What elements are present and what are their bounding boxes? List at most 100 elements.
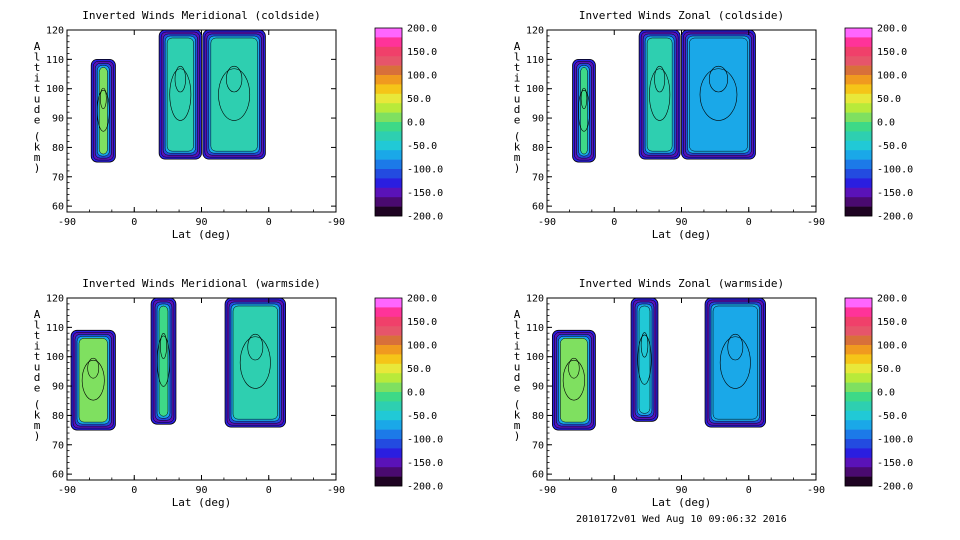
colorbar-label: -200.0 <box>407 482 443 493</box>
colorbar-segment <box>845 382 872 393</box>
colorbar-segment <box>375 335 402 346</box>
colorbar-segment <box>375 122 402 132</box>
contour-band <box>560 338 588 423</box>
y-tick-label: 110 <box>526 55 544 66</box>
colorbar-label: 50.0 <box>407 364 431 375</box>
colorbar-label: -200.0 <box>407 212 443 223</box>
data-region <box>551 329 596 431</box>
contour-band <box>638 305 651 414</box>
colorbar-segment <box>845 122 872 132</box>
colorbar: 200.0 150.0 100.0 50.0 0.0 -50.0 -100.0 -150.0 -… <box>844 24 913 223</box>
y-tick-label: 60 <box>52 470 64 481</box>
contour-line <box>160 333 167 359</box>
colorbar-label: 100.0 <box>877 71 907 82</box>
colorbar-segment <box>375 410 402 421</box>
x-tick-label: -90 <box>538 485 556 496</box>
x-axis-label: Lat (deg) <box>652 496 712 509</box>
x-tick-label: 0 <box>611 485 617 496</box>
colorbar-label: 0.0 <box>877 118 895 129</box>
colorbar-segment <box>845 335 872 346</box>
data-region <box>70 329 116 431</box>
colorbar-segment <box>845 131 872 142</box>
colorbar-label: -150.0 <box>407 188 443 199</box>
contour-line <box>169 68 192 121</box>
colorbar-frame <box>374 27 403 217</box>
contour-line <box>99 87 107 109</box>
y-tick-label: 100 <box>46 84 64 95</box>
x-tick-label: 90 <box>675 217 687 228</box>
colorbar-segment <box>375 439 402 449</box>
colorbar-segment <box>375 476 402 487</box>
contour-band <box>232 305 278 420</box>
colorbar-segment <box>375 392 402 402</box>
colorbar-segment <box>845 420 872 430</box>
x-tick-label: 90 <box>195 485 207 496</box>
colorbar-segment <box>845 159 872 170</box>
contour-line <box>699 68 738 121</box>
y-tick-label: 120 <box>46 26 64 37</box>
colorbar-segment <box>375 56 402 66</box>
colorbar-segment <box>375 112 402 123</box>
colorbar-segment <box>375 187 402 198</box>
contour-band <box>210 37 258 152</box>
y-tick-label: 100 <box>526 84 544 95</box>
colorbar-segment <box>845 169 872 179</box>
colorbar-segment <box>375 197 402 207</box>
x-tick-label: 0 <box>131 485 137 496</box>
colorbar-frame <box>844 297 873 487</box>
contour-line <box>637 334 652 385</box>
colorbar-segment <box>845 206 872 217</box>
colorbar-label: 0.0 <box>877 388 895 399</box>
contour-line <box>708 65 729 93</box>
y-tick-label: 110 <box>46 55 64 66</box>
x-axis-label: Lat (deg) <box>172 228 232 241</box>
colorbar-segment <box>375 159 402 170</box>
colorbar-segment <box>375 382 402 393</box>
colorbar-segment <box>375 103 402 113</box>
colorbar-segment <box>845 457 872 468</box>
contour-line <box>239 336 271 389</box>
chart-panel-2: Inverted Winds Zonal (coldside) -90 0 90 0 -9… <box>514 9 913 241</box>
y-tick-label: 70 <box>532 440 544 451</box>
colorbar-segment <box>375 93 402 104</box>
x-tick-label: 0 <box>131 217 137 228</box>
chart-title: Inverted Winds Meridional (coldside) <box>82 9 320 22</box>
colorbar-segment <box>375 37 402 48</box>
colorbar-label: -200.0 <box>877 482 913 493</box>
colorbar-segment <box>375 429 402 440</box>
contour-line <box>727 333 744 361</box>
colorbar-segment <box>375 140 402 151</box>
y-tick-label: 90 <box>532 114 544 125</box>
colorbar-label: -150.0 <box>877 188 913 199</box>
colorbar-segment <box>375 316 402 327</box>
colorbar-segment <box>375 354 402 365</box>
x-tick-label: -90 <box>58 485 76 496</box>
colorbar-segment <box>375 307 402 318</box>
colorbar-label: 200.0 <box>877 24 907 35</box>
data-region <box>572 58 596 163</box>
colorbar-segment <box>375 420 402 430</box>
x-tick-label: 0 <box>746 217 752 228</box>
colorbar-segment <box>845 316 872 327</box>
colorbar-segment <box>845 439 872 449</box>
x-tick-label: 90 <box>195 217 207 228</box>
colorbar-segment <box>375 131 402 142</box>
colorbar-label: -50.0 <box>407 411 437 422</box>
chart-panel-3: Inverted Winds Meridional (warmside) -90 0… <box>34 277 443 509</box>
colorbar-segment <box>845 75 872 85</box>
y-tick-label: 60 <box>532 202 544 213</box>
contour-band <box>646 37 673 152</box>
colorbar-segment <box>375 448 402 459</box>
x-tick-label: 90 <box>675 485 687 496</box>
colorbar-label: 100.0 <box>877 341 907 352</box>
colorbar-segment <box>375 298 402 308</box>
y-tick-label: 70 <box>532 172 544 183</box>
x-tick-label: 0 <box>611 217 617 228</box>
contour-band <box>98 67 108 155</box>
colorbar: 200.0 150.0 100.0 50.0 0.0 -50.0 -100.0 -150.0 -… <box>374 294 443 493</box>
colorbar-segment <box>845 197 872 207</box>
data-region <box>158 29 202 160</box>
y-tick-label: 80 <box>532 143 544 154</box>
